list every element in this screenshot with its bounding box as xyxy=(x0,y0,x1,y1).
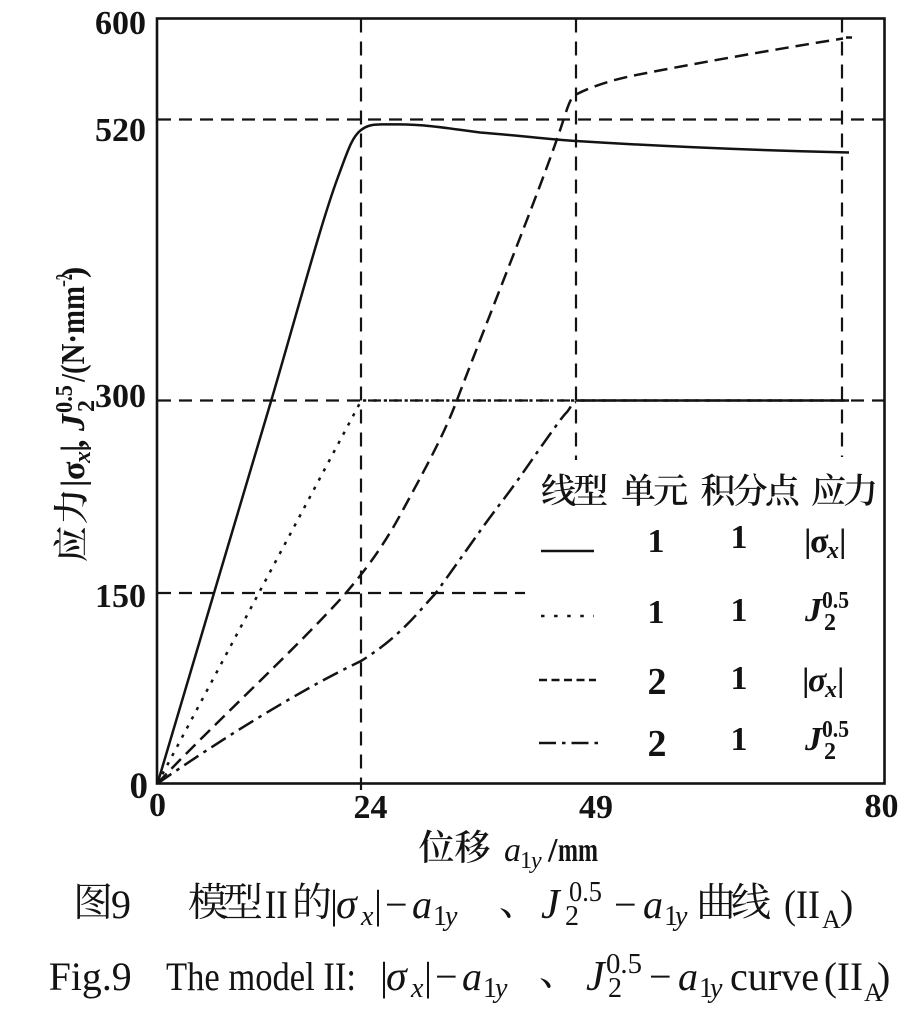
svg-text:y: y xyxy=(442,901,458,932)
svg-text:σ: σ xyxy=(808,662,828,699)
svg-text:x: x xyxy=(360,901,374,932)
svg-text:−: − xyxy=(385,882,408,927)
svg-text:600: 600 xyxy=(95,5,146,42)
svg-text:|: | xyxy=(802,662,810,699)
svg-text:): ) xyxy=(55,267,92,278)
svg-text:y: y xyxy=(529,848,542,874)
svg-text:1: 1 xyxy=(433,901,447,932)
svg-text:A: A xyxy=(864,978,883,1007)
svg-text:1: 1 xyxy=(731,721,748,758)
svg-text:): ) xyxy=(877,954,890,999)
svg-text:x: x xyxy=(824,677,837,703)
svg-text:|: | xyxy=(837,662,845,699)
svg-text:2: 2 xyxy=(824,610,836,636)
svg-text:σ: σ xyxy=(55,461,92,480)
svg-text:1: 1 xyxy=(648,523,665,560)
svg-text:1: 1 xyxy=(520,848,532,874)
svg-text:0.5: 0.5 xyxy=(52,385,78,413)
svg-text:σ: σ xyxy=(386,954,409,1000)
svg-text:y: y xyxy=(672,901,688,932)
svg-text:curve: curve xyxy=(730,954,819,999)
svg-text:a: a xyxy=(412,882,432,927)
svg-text:(II: (II xyxy=(824,954,863,999)
svg-text:/(N·mm: /(N·mm xyxy=(55,286,92,383)
svg-text:x: x xyxy=(70,451,96,464)
svg-text:|: | xyxy=(804,523,812,560)
svg-text:Fig.9: Fig.9 xyxy=(49,954,132,999)
svg-text:300: 300 xyxy=(95,378,146,415)
svg-text:1: 1 xyxy=(483,973,497,1004)
svg-text:24: 24 xyxy=(354,789,388,826)
svg-text:mm: mm xyxy=(558,832,598,869)
svg-text:−: − xyxy=(435,954,458,999)
svg-text:|: | xyxy=(330,882,338,927)
svg-text:|: | xyxy=(380,954,388,999)
svg-text:0.5: 0.5 xyxy=(822,588,849,614)
svg-text:A: A xyxy=(822,905,841,934)
svg-text:|: | xyxy=(424,954,432,999)
svg-text:x: x xyxy=(410,973,424,1004)
svg-text:1: 1 xyxy=(731,592,748,629)
svg-text:J: J xyxy=(804,592,823,629)
svg-text:J: J xyxy=(804,721,823,758)
svg-text:The model II:: The model II: xyxy=(166,954,356,999)
svg-text:2: 2 xyxy=(74,400,100,412)
svg-text:σ: σ xyxy=(336,882,359,928)
svg-text:520: 520 xyxy=(95,112,146,149)
svg-text:0: 0 xyxy=(149,787,166,824)
svg-text:σ: σ xyxy=(810,523,829,560)
svg-text:2: 2 xyxy=(648,661,667,703)
svg-text:2: 2 xyxy=(565,901,579,932)
svg-text:1: 1 xyxy=(664,901,678,932)
svg-text:0.5: 0.5 xyxy=(606,949,642,980)
svg-text:0.5: 0.5 xyxy=(822,717,849,743)
svg-text:x: x xyxy=(826,538,839,564)
svg-text:a: a xyxy=(462,954,482,999)
svg-text:0.5: 0.5 xyxy=(569,877,602,908)
svg-text:−: − xyxy=(614,882,637,927)
svg-text:a: a xyxy=(678,954,698,999)
svg-text:/: / xyxy=(547,832,558,869)
svg-text:J: J xyxy=(586,954,607,1000)
svg-text:y: y xyxy=(707,973,723,1004)
svg-text:−: − xyxy=(649,954,672,999)
svg-text:1: 1 xyxy=(731,519,748,556)
svg-text:II: II xyxy=(265,882,288,927)
svg-text:−2: −2 xyxy=(52,274,78,287)
svg-text:|: | xyxy=(55,480,92,488)
svg-text:2: 2 xyxy=(824,739,836,765)
svg-text:J: J xyxy=(55,413,92,432)
svg-text:|: | xyxy=(839,523,847,560)
svg-text:2: 2 xyxy=(608,973,622,1004)
svg-text:150: 150 xyxy=(95,578,146,615)
svg-text:): ) xyxy=(840,882,853,927)
svg-text:(II: (II xyxy=(784,882,820,927)
svg-text:a: a xyxy=(504,832,521,869)
svg-text:9: 9 xyxy=(111,882,131,927)
svg-text:1: 1 xyxy=(648,594,665,631)
svg-text:y: y xyxy=(492,973,508,1004)
svg-text:|: | xyxy=(55,445,92,453)
svg-text:0: 0 xyxy=(130,766,149,807)
svg-text:80: 80 xyxy=(865,788,899,825)
svg-text:J: J xyxy=(541,882,562,928)
svg-text:|: | xyxy=(374,882,382,927)
svg-text:,: , xyxy=(55,440,92,449)
svg-text:2: 2 xyxy=(648,723,667,765)
svg-text:1: 1 xyxy=(699,973,713,1004)
svg-text:49: 49 xyxy=(579,789,613,826)
svg-text:1: 1 xyxy=(731,660,748,697)
svg-text:a: a xyxy=(643,882,663,927)
